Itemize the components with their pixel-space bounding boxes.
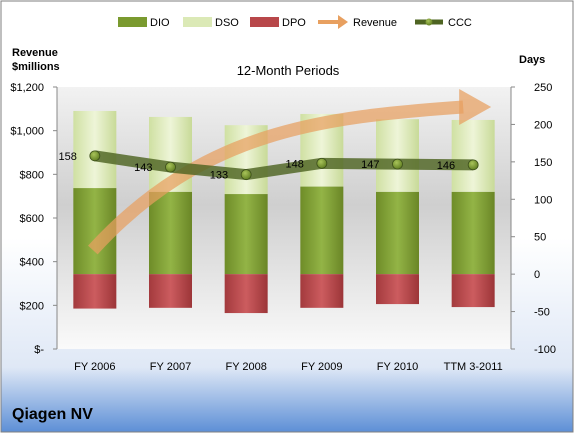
- right-tick-label: 250: [534, 82, 552, 94]
- right-axis-ticks: -100 -50 0 50 100 150 200 250: [510, 82, 556, 356]
- right-tick-label: 100: [534, 194, 552, 206]
- bar-dso: [451, 119, 495, 192]
- ccc-series-line: [94, 150, 474, 181]
- bar-dio: [149, 191, 192, 275]
- left-tick-label: $800: [20, 169, 44, 181]
- right-tick-label: 0: [534, 269, 540, 281]
- legend: DIO DSO DPO Revenue CCC: [118, 15, 472, 29]
- revenue-arrow-head: [459, 89, 492, 125]
- legend-label: DSO: [215, 17, 239, 29]
- bar-dio: [300, 186, 344, 275]
- bar-dpo: [300, 274, 344, 308]
- ccc-point: [89, 150, 101, 162]
- left-tick-label: $200: [20, 300, 44, 312]
- ccc-point: [392, 158, 403, 170]
- bar-dso: [376, 119, 419, 192]
- right-tick-label: 200: [534, 119, 552, 131]
- right-tick-label: 50: [534, 232, 546, 244]
- bar-dpo: [451, 274, 495, 308]
- right-tick-label: -50: [534, 307, 550, 319]
- ccc-data-label: 158: [58, 151, 76, 163]
- left-tick-label: $600: [20, 213, 44, 225]
- ccc-line: 158 143 133 148 147 146: [58, 150, 479, 182]
- legend-swatch-dot: [425, 18, 433, 26]
- legend-label: DPO: [282, 17, 306, 29]
- revenue-arrow-shaft: [88, 100, 464, 255]
- ccc-data-label: 146: [437, 160, 455, 172]
- right-tick-label: 150: [534, 157, 552, 169]
- ccc-data-label: 148: [285, 158, 303, 170]
- right-axis-label: Days: [519, 54, 545, 66]
- ccc-point: [316, 157, 328, 169]
- x-tick-label: FY 2007: [150, 361, 191, 373]
- legend-item: DSO: [183, 17, 239, 29]
- legend-label: DIO: [150, 17, 170, 29]
- bar-dio: [376, 191, 419, 275]
- x-tick-label: FY 2009: [301, 361, 342, 373]
- x-tick-label: FY 2010: [377, 361, 418, 373]
- ccc-data-label: 147: [361, 159, 379, 171]
- legend-swatch: [118, 17, 147, 27]
- legend-item: CCC: [415, 17, 472, 29]
- left-axis-label-line1: Revenue: [12, 47, 58, 59]
- right-tick-label: -100: [534, 344, 556, 356]
- bar-dpo: [73, 274, 117, 309]
- chart-title: 12-Month Periods: [237, 63, 340, 78]
- legend-item: Revenue: [318, 15, 397, 29]
- legend-item: DPO: [250, 17, 306, 29]
- left-axis-label-line2: $millions: [12, 61, 60, 73]
- legend-swatch: [250, 17, 279, 27]
- company-name: Qiagen NV: [12, 406, 93, 423]
- x-axis-ticks: FY 2006 FY 2007 FY 2008 FY 2009 FY 2010 TTM 3…: [74, 361, 503, 373]
- ccc-point: [467, 159, 479, 171]
- x-tick-label: TTM 3-2011: [444, 361, 503, 373]
- left-tick-label: $400: [20, 257, 44, 269]
- bar-dio: [224, 194, 268, 275]
- left-tick-label: $-: [34, 344, 44, 356]
- legend-label: Revenue: [353, 17, 397, 29]
- ccc-point: [165, 161, 176, 173]
- ccc-data-label: 143: [134, 162, 152, 174]
- bar-dso: [73, 110, 117, 189]
- legend-swatch-arrow: [318, 15, 348, 29]
- left-tick-label: $1,000: [10, 126, 44, 138]
- bar-dio: [451, 191, 495, 275]
- left-tick-label: $1,200: [10, 82, 44, 94]
- bar-dpo: [376, 274, 419, 305]
- left-axis-ticks: $- $200 $400 $600 $800 $1,000 $1,200: [10, 82, 58, 356]
- x-tick-label: FY 2006: [74, 361, 115, 373]
- bar-dpo: [224, 274, 268, 314]
- legend-item: DIO: [118, 17, 170, 29]
- revenue-trend-arrow: [88, 89, 492, 255]
- x-tick-label: FY 2008: [225, 361, 266, 373]
- ccc-data-label: 133: [210, 170, 228, 182]
- ccc-point: [240, 169, 252, 180]
- legend-swatch: [183, 17, 212, 27]
- legend-label: CCC: [448, 17, 472, 29]
- bar-dpo: [149, 274, 192, 308]
